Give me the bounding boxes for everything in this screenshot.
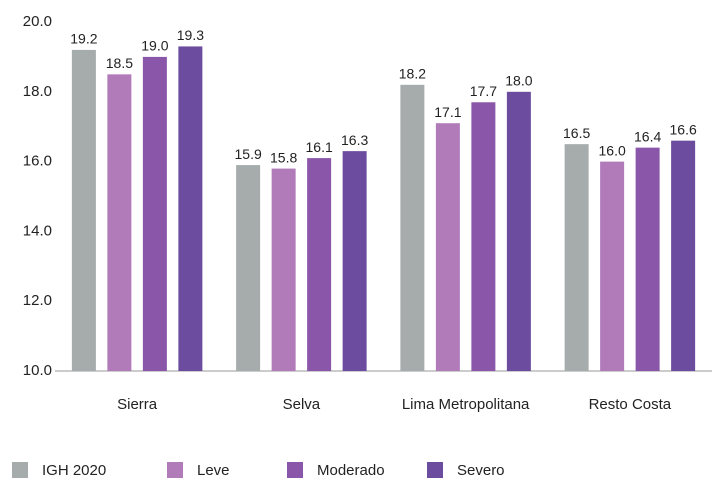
bar — [506, 91, 531, 372]
value-label: 17.7 — [470, 83, 497, 99]
value-label: 15.9 — [235, 146, 262, 162]
value-label: 19.0 — [141, 38, 168, 54]
value-label: 16.3 — [341, 132, 368, 148]
y-tick-label: 16.0 — [23, 153, 52, 170]
y-tick-label: 18.0 — [23, 83, 52, 100]
y-tick-label: 12.0 — [23, 292, 52, 309]
legend-label: Moderado — [317, 462, 385, 479]
legend-swatch — [287, 462, 303, 478]
x-tick-label: Resto Costa — [589, 396, 672, 413]
bar — [271, 168, 296, 371]
bar — [471, 102, 496, 372]
bar — [400, 84, 425, 371]
y-tick-label: 10.0 — [23, 362, 52, 379]
bar — [564, 144, 589, 371]
legend-label: Leve — [197, 462, 230, 479]
bar — [435, 123, 460, 372]
y-tick-label: 20.0 — [23, 13, 52, 30]
x-tick-label: Sierra — [117, 396, 158, 413]
x-tick-label: Lima Metropolitana — [402, 396, 530, 413]
legend-label: Severo — [457, 462, 505, 479]
legend-label: IGH 2020 — [42, 462, 106, 479]
bar — [142, 56, 167, 372]
legend-swatch — [427, 462, 443, 478]
value-label: 16.6 — [670, 121, 697, 137]
bar — [635, 147, 660, 371]
bar — [107, 74, 132, 371]
bar — [671, 140, 696, 371]
value-label: 18.5 — [106, 55, 133, 71]
value-label: 18.0 — [505, 73, 532, 89]
value-label: 16.4 — [634, 128, 661, 144]
bar — [71, 49, 96, 372]
value-label: 16.0 — [599, 142, 626, 158]
bar — [178, 46, 203, 372]
value-label: 18.2 — [399, 66, 426, 82]
value-label: 19.3 — [177, 27, 204, 43]
bar — [307, 158, 332, 371]
bar — [342, 151, 367, 371]
value-label: 19.2 — [70, 31, 97, 47]
bar — [600, 161, 625, 371]
bar — [236, 165, 261, 371]
legend-swatch — [12, 462, 28, 478]
value-label: 15.8 — [270, 149, 297, 165]
value-label: 16.5 — [563, 125, 590, 141]
value-label: 16.1 — [306, 139, 333, 155]
legend-swatch — [167, 462, 183, 478]
x-tick-label: Selva — [283, 396, 321, 413]
y-tick-label: 14.0 — [23, 222, 52, 239]
value-label: 17.1 — [434, 104, 461, 120]
